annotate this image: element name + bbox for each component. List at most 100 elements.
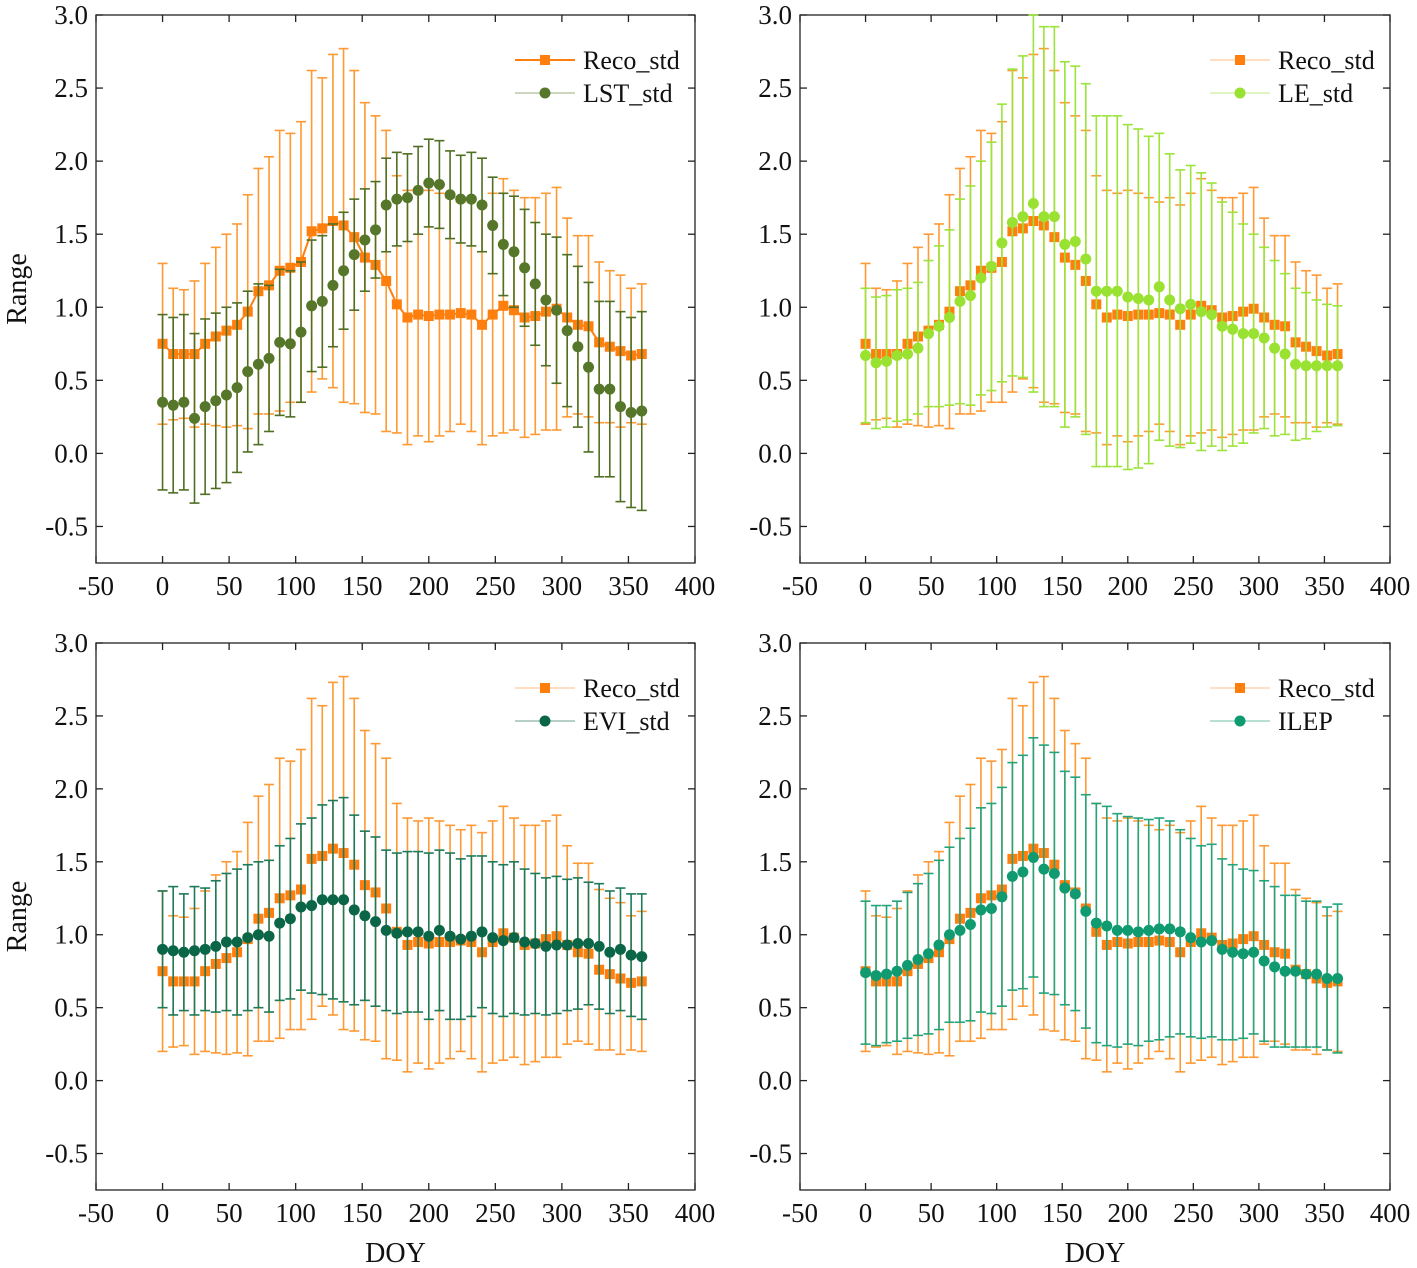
x-tick-label: 150 [342, 571, 383, 601]
x-tick-label: 250 [1173, 1198, 1214, 1228]
legend-label: Reco_std [583, 674, 680, 703]
data-point-circle [614, 401, 626, 413]
x-tick-label: 150 [1042, 1198, 1083, 1228]
data-point-circle [1080, 905, 1092, 917]
data-point-circle [487, 219, 499, 231]
x-tick-label: 400 [675, 1198, 716, 1228]
data-point-circle [242, 366, 254, 378]
data-point-circle [465, 193, 477, 205]
panel-3: -50 0 50 100 150 200 250 300 350 400 -0.5 0.0 0.5 1.0… [2, 628, 715, 1268]
data-point-circle [625, 406, 637, 418]
data-point-circle [891, 349, 903, 361]
data-point-circle [1143, 294, 1155, 306]
data-point-circle [1290, 358, 1302, 370]
y-tick-label: 3.0 [54, 0, 88, 30]
data-point-circle [316, 894, 328, 906]
data-point-circle [551, 304, 563, 316]
y-tick-label: 0.5 [54, 365, 88, 395]
data-point-circle [1038, 863, 1050, 875]
data-point-circle [881, 968, 893, 980]
data-point-circle [455, 193, 467, 205]
x-tick-label: 0 [156, 571, 170, 601]
data-point-circle [1143, 924, 1155, 936]
x-tick-label: 0 [859, 1198, 873, 1228]
data-point-circle [985, 260, 997, 272]
data-point-circle [1006, 870, 1018, 882]
data-point-circle [1206, 935, 1218, 947]
data-point-circle [1174, 926, 1186, 938]
series-le-std [860, 14, 1344, 471]
y-tick-label: 1.0 [54, 292, 88, 322]
x-tick-label: 250 [475, 1198, 516, 1228]
data-point-circle [1069, 236, 1081, 248]
legend-label: Reco_std [583, 46, 680, 75]
x-tick-label: -50 [782, 1198, 818, 1228]
data-point-circle [1269, 342, 1281, 354]
x-tick-label: 50 [918, 1198, 945, 1228]
data-point-circle [1311, 360, 1323, 372]
x-tick-label: 400 [675, 571, 716, 601]
data-point-circle [943, 929, 955, 941]
x-tick-label: -50 [78, 571, 114, 601]
data-point-circle [1227, 946, 1239, 958]
data-point-circle [964, 919, 976, 931]
data-point-circle [263, 930, 275, 942]
x-tick-label: 200 [409, 571, 450, 601]
data-point-circle [1332, 360, 1344, 372]
data-point-circle [1017, 211, 1029, 223]
y-tick-label: -0.5 [749, 511, 792, 541]
data-point-circle [1174, 303, 1186, 315]
data-point-circle [1258, 955, 1270, 967]
data-point-circle [391, 927, 403, 939]
data-point-circle [922, 328, 934, 340]
data-point-circle [231, 382, 243, 394]
data-point-circle [1237, 948, 1249, 960]
data-point-circle [455, 933, 467, 945]
y-tick-label: 1.5 [758, 847, 792, 877]
y-tick-label: 1.5 [758, 219, 792, 249]
data-point-circle [1059, 238, 1071, 250]
data-point-circle [380, 199, 392, 211]
data-point-circle [529, 278, 541, 290]
data-point-circle [1080, 253, 1092, 265]
series-evi-std [157, 796, 648, 1021]
data-point-circle [295, 326, 307, 338]
data-point-circle [284, 338, 296, 350]
data-point-circle [444, 189, 456, 201]
x-tick-label: 300 [1239, 1198, 1280, 1228]
legend-marker-square [540, 55, 550, 65]
data-point-circle [1185, 932, 1197, 944]
data-point-circle [1027, 198, 1039, 210]
legend: Reco_std LE_std [1210, 46, 1375, 108]
y-tick-label: 3.0 [54, 628, 88, 658]
data-point-circle [189, 945, 201, 957]
data-point-circle [210, 940, 222, 952]
data-point-circle [167, 399, 179, 411]
x-tick-label: 100 [275, 571, 316, 601]
data-point-circle [306, 900, 318, 912]
x-tick-label: 150 [1042, 571, 1083, 601]
legend-marker-circle [1234, 87, 1246, 99]
data-point-circle [912, 342, 924, 354]
x-tick-label: 250 [1173, 571, 1214, 601]
data-point-circle [614, 943, 626, 955]
x-tick-label: 50 [216, 571, 243, 601]
data-point-circle [954, 295, 966, 307]
plot-frame [799, 642, 1391, 1191]
data-point-circle [433, 179, 445, 191]
x-tick-label: 300 [1239, 571, 1280, 601]
legend: Reco_std ILEP [1210, 674, 1375, 736]
data-point-circle [189, 412, 201, 424]
data-point-square [455, 308, 466, 319]
y-tick-label: 0.0 [758, 438, 792, 468]
data-point-circle [572, 937, 584, 949]
data-point-circle [593, 940, 605, 952]
data-point-circle [444, 930, 456, 942]
data-point-circle [583, 937, 595, 949]
data-point-circle [860, 349, 872, 361]
legend-marker-circle [539, 715, 551, 727]
data-point-circle [401, 926, 413, 938]
x-tick-label: 350 [608, 1198, 649, 1228]
y-axis-label: Range [2, 881, 33, 953]
